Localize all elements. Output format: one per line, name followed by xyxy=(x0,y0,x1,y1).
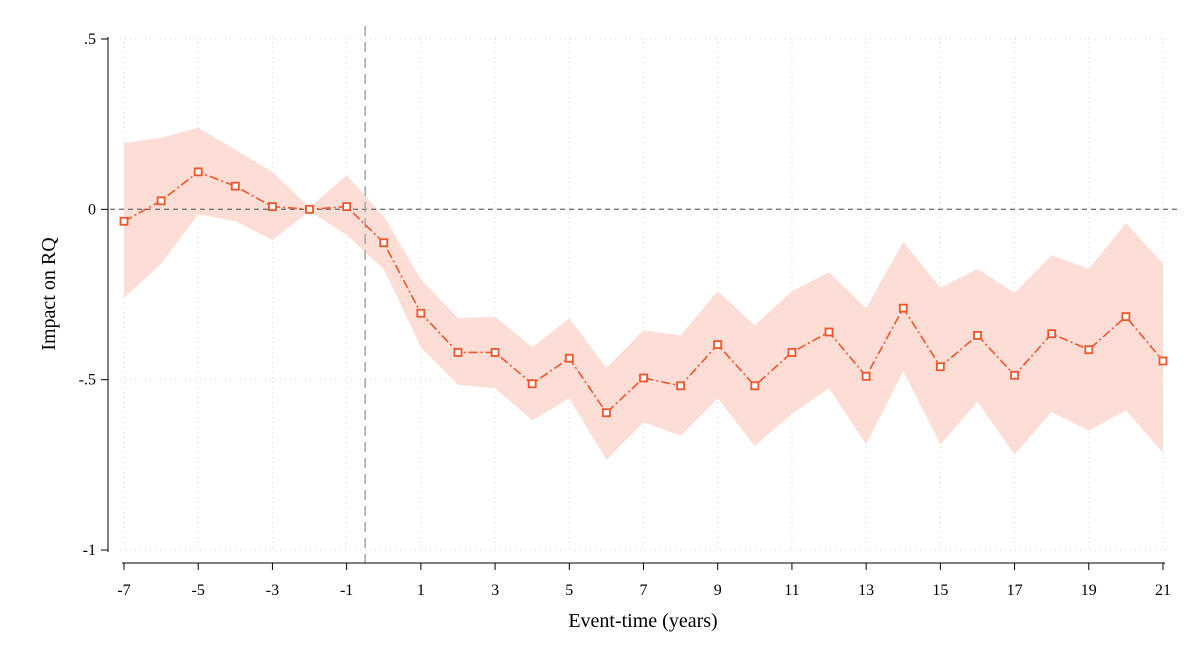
x-tick-label: 17 xyxy=(1007,582,1023,599)
x-tick-label: -5 xyxy=(192,582,205,599)
x-tick-label: 5 xyxy=(565,582,573,599)
data-point xyxy=(750,381,760,391)
data-point xyxy=(342,202,352,212)
data-point xyxy=(639,373,648,383)
data-point xyxy=(416,308,426,318)
data-point xyxy=(156,196,166,206)
x-tick-label: -1 xyxy=(340,582,353,599)
data-point xyxy=(935,362,945,372)
data-point xyxy=(713,340,723,349)
x-tick-label: -3 xyxy=(266,582,279,599)
data-point xyxy=(1158,356,1168,366)
x-tick-label: 3 xyxy=(491,582,499,599)
x-tick-label: 9 xyxy=(714,582,722,599)
data-point xyxy=(268,202,277,212)
data-point xyxy=(379,238,389,248)
data-point xyxy=(119,216,129,226)
x-tick-label: 21 xyxy=(1155,582,1171,599)
x-tick-label: 7 xyxy=(640,582,648,599)
x-tick-label: 1 xyxy=(417,582,425,599)
data-point xyxy=(861,371,871,381)
data-point xyxy=(1010,370,1019,380)
confidence-band xyxy=(124,127,1163,460)
confidence-band-layer xyxy=(124,127,1163,460)
data-point xyxy=(1047,329,1057,339)
x-tick-label: 15 xyxy=(932,582,948,599)
data-point xyxy=(527,379,537,389)
x-tick-label: 19 xyxy=(1081,582,1097,599)
series-markers-layer xyxy=(119,167,1168,418)
data-point xyxy=(601,408,611,418)
x-axis-title: Event-time (years) xyxy=(568,610,717,632)
x-tick-label: -7 xyxy=(117,582,130,599)
y-axis-title: Impact on RQ xyxy=(38,237,60,351)
data-point xyxy=(1084,345,1094,355)
data-point xyxy=(1121,312,1131,322)
y-tick-label: .5 xyxy=(84,31,96,48)
data-point xyxy=(230,181,240,191)
axes-layer: .50-.5-1-7 -5 -3 -1 1 3 5 7 9 11 13 15 17 19 21 xyxy=(79,31,1171,599)
reference-lines-layer xyxy=(110,26,1177,563)
series-line-layer xyxy=(123,170,1164,414)
data-point xyxy=(676,381,686,391)
data-point xyxy=(824,327,834,337)
data-point xyxy=(193,167,203,177)
x-tick-label: 11 xyxy=(784,582,799,599)
grid-layer xyxy=(120,37,1167,552)
data-point xyxy=(564,353,574,363)
x-tick-label: 13 xyxy=(858,582,874,599)
y-tick-label: -1 xyxy=(83,542,96,559)
data-point xyxy=(898,303,908,313)
data-point xyxy=(453,348,463,357)
data-point xyxy=(490,348,500,357)
data-point xyxy=(973,330,982,340)
series-line xyxy=(123,170,1164,414)
data-point xyxy=(305,204,314,214)
data-point xyxy=(787,348,797,357)
y-tick-label: 0 xyxy=(88,201,96,218)
y-tick-label: -.5 xyxy=(79,372,96,389)
